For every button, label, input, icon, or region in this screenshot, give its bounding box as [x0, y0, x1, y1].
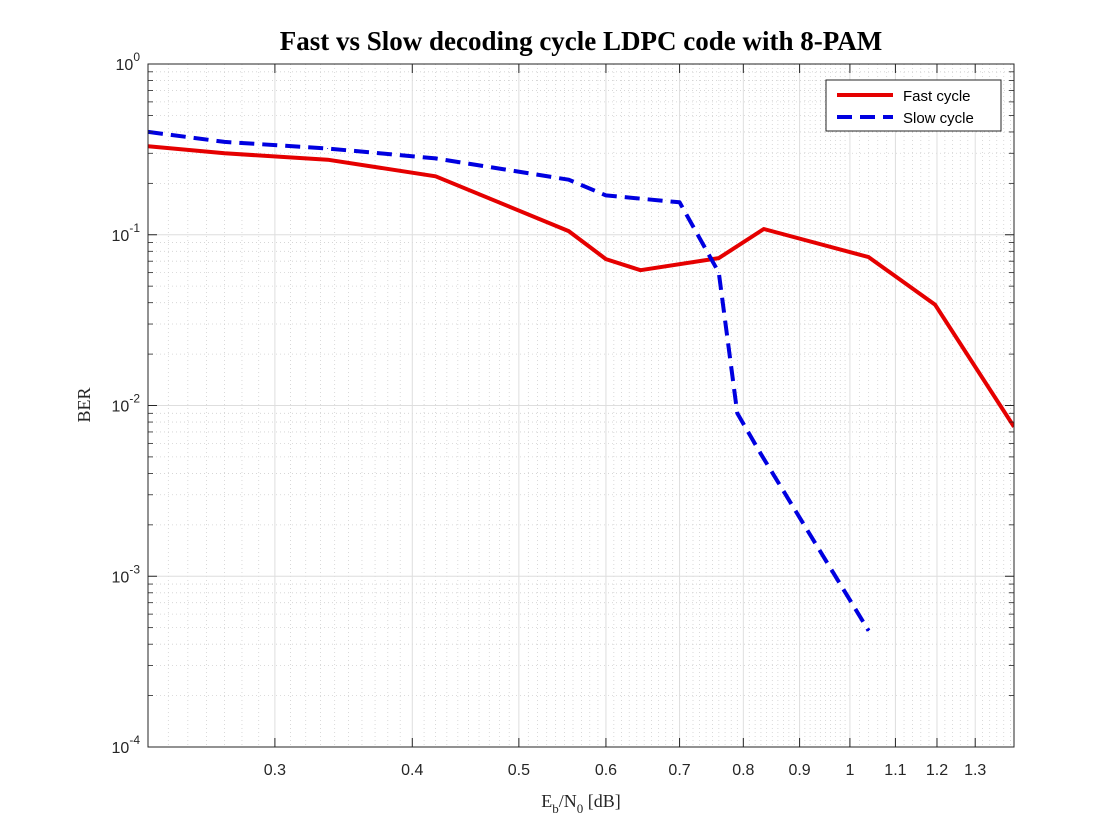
axis-ticks — [148, 63, 1014, 748]
x-tick-label: 0.6 — [595, 762, 617, 779]
data-point — [868, 256, 870, 258]
legend: Fast cycle Slow cycle — [825, 79, 1002, 132]
x-tick-label: 1.1 — [884, 762, 906, 779]
y-tick-label: 10-4 — [112, 733, 141, 757]
y-tick-label: 100 — [116, 50, 141, 74]
x-tick-label: 0.7 — [668, 762, 690, 779]
data-point — [760, 453, 762, 455]
data-point — [868, 630, 870, 632]
legend-box — [825, 79, 1002, 132]
x-tick-label: 1.2 — [926, 762, 948, 779]
data-point — [718, 257, 720, 259]
chart-title: Fast vs Slow decoding cycle LDPC code wi… — [280, 26, 882, 56]
x-tick-label: 0.3 — [264, 762, 286, 779]
data-point — [640, 269, 641, 271]
legend-slow-cycle-label: Slow cycle — [903, 110, 974, 127]
data-point — [934, 304, 936, 306]
data-point — [435, 175, 437, 177]
x-tick-label: 0.8 — [732, 762, 754, 779]
data-point — [327, 159, 329, 161]
data-point — [718, 272, 720, 274]
y-axis-label: BER — [74, 387, 94, 422]
data-point — [605, 194, 607, 196]
data-point — [327, 148, 329, 149]
data-point — [568, 230, 570, 232]
legend-fast-cycle-label: Fast cycle — [903, 88, 971, 105]
data-point — [605, 258, 607, 260]
data-point — [224, 141, 226, 143]
data-point — [435, 157, 437, 159]
y-tick-label: 10-3 — [112, 562, 141, 586]
data-point — [224, 152, 226, 154]
data-point — [736, 412, 738, 414]
data-point — [568, 179, 570, 181]
major-grid — [148, 63, 1014, 748]
x-tick-label: 0.5 — [508, 762, 530, 779]
x-tick-label: 1 — [845, 762, 854, 779]
tick-labels: 100 10-1 10-2 10-3 10-4 0.3 0.4 0.5 0.6 0.7 0.8 0.9… — [112, 50, 987, 779]
x-axis-label: Eb/N0 [dB] — [541, 791, 621, 816]
x-tick-label: 0.9 — [788, 762, 810, 779]
data-point — [763, 228, 765, 230]
y-tick-label: 10-1 — [112, 221, 141, 245]
y-tick-label: 10-2 — [112, 392, 141, 416]
x-tick-label: 0.4 — [401, 762, 423, 779]
x-tick-label: 1.3 — [964, 762, 986, 779]
series-line-fast-cycle — [148, 144, 1014, 428]
data-point — [679, 201, 681, 203]
series-layer — [147, 129, 1015, 632]
